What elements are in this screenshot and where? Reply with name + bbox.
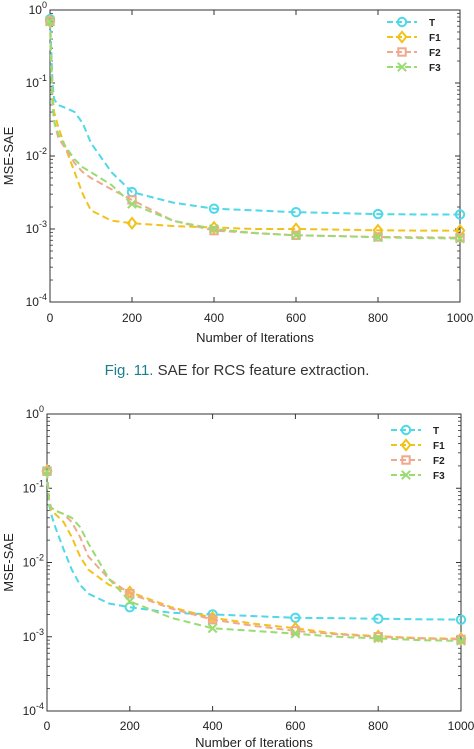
series-line-t xyxy=(46,471,462,621)
caption-text: SAE for RCS feature extraction. xyxy=(157,362,370,379)
y-tick-label: 10-3 xyxy=(26,219,47,236)
legend-marker xyxy=(396,30,408,44)
legend-label: F3 xyxy=(433,471,445,482)
x-tick-label: 1000 xyxy=(448,719,474,733)
x-tick-label: 600 xyxy=(285,719,305,733)
data-point-f3 xyxy=(45,16,55,27)
x-axis-label: Number of Iterations xyxy=(195,735,313,749)
x-tick-label: 600 xyxy=(286,311,306,325)
plot-frame xyxy=(46,413,462,712)
y-tick-label: 10-4 xyxy=(26,292,47,309)
x-tick-label: 800 xyxy=(368,311,388,325)
data-point-f3 xyxy=(455,233,465,244)
chart-top: 100 10-1 10-2 10-3 10-40 200 400 600 800 1000 Numb… xyxy=(1,0,474,345)
legend-marker xyxy=(401,470,411,480)
legend-marker xyxy=(400,438,412,452)
x-tick-label: 0 xyxy=(47,311,54,325)
data-point-t xyxy=(208,203,220,214)
chart-bottom: 100 10-1 10-2 10-3 10-40 200 400 600 800 1000 Numb… xyxy=(1,404,474,749)
x-axis-label: Number of Iterations xyxy=(196,330,314,345)
figure-caption: Fig. 11. SAE for RCS feature extraction. xyxy=(0,362,474,379)
data-point-t xyxy=(373,613,384,624)
y-tick-label: 10-1 xyxy=(23,478,44,495)
legend-label: T xyxy=(429,18,435,29)
legend-marker xyxy=(396,16,408,28)
data-point-f1 xyxy=(454,223,466,238)
legend-label: F2 xyxy=(429,48,441,59)
series-line-f3 xyxy=(46,471,462,642)
data-point-f2 xyxy=(456,634,466,645)
x-tick-label: 200 xyxy=(120,719,140,733)
series-line-t xyxy=(49,19,460,216)
series-f3 xyxy=(45,16,465,244)
data-point-f2 xyxy=(125,589,135,599)
x-tick-label: 200 xyxy=(122,311,142,325)
legend-label: F1 xyxy=(429,33,441,44)
legend: T F1 F2 F3 xyxy=(391,424,445,482)
data-point-t xyxy=(372,208,384,220)
data-point-f3 xyxy=(207,623,218,634)
data-point-f3 xyxy=(291,230,301,241)
data-point-f3 xyxy=(373,232,383,243)
y-axis-label: MSE-SAE xyxy=(1,533,16,592)
data-point-f3 xyxy=(373,633,384,644)
data-point-f3 xyxy=(124,596,135,607)
y-tick-label: 10-2 xyxy=(23,553,44,570)
data-point-f3 xyxy=(209,224,219,234)
data-point-f3 xyxy=(127,199,137,209)
data-point-f3 xyxy=(456,635,466,646)
y-tick-label: 10-1 xyxy=(26,73,47,90)
y-axis-label: MSE-SAE xyxy=(1,126,16,185)
legend-marker xyxy=(397,62,407,72)
series-t xyxy=(41,465,467,625)
legend-label: F2 xyxy=(433,456,445,467)
series-line-f2 xyxy=(46,471,462,641)
data-point-f2 xyxy=(207,614,218,625)
data-point-f2 xyxy=(209,225,219,236)
legend: T F1 F2 F3 xyxy=(387,16,441,74)
y-tick-label: 10-2 xyxy=(26,146,47,163)
data-point-f3 xyxy=(42,466,52,477)
series-f1 xyxy=(41,464,467,646)
legend-marker xyxy=(400,424,412,436)
series-f3 xyxy=(42,466,466,646)
data-point-t xyxy=(454,209,466,220)
x-tick-label: 1000 xyxy=(447,311,474,325)
y-tick-label: 100 xyxy=(29,0,47,17)
y-tick-label: 100 xyxy=(26,404,44,421)
legend-marker xyxy=(401,455,411,465)
data-point-t xyxy=(124,602,136,613)
x-tick-label: 800 xyxy=(368,719,388,733)
figure-number: Fig. 11. xyxy=(104,362,154,379)
series-line-f3 xyxy=(49,21,461,240)
y-tick-label: 10-3 xyxy=(23,627,44,644)
legend-marker xyxy=(397,47,407,57)
legend-label: F3 xyxy=(429,63,441,74)
data-point-f3 xyxy=(290,628,301,639)
y-tick-label: 10-4 xyxy=(23,701,44,718)
data-point-t xyxy=(290,206,302,218)
legend-label: T xyxy=(433,426,439,437)
x-tick-label: 400 xyxy=(204,311,224,325)
legend-label: F1 xyxy=(433,441,445,452)
data-point-f2 xyxy=(373,632,383,642)
x-tick-label: 400 xyxy=(203,719,223,733)
x-tick-label: 0 xyxy=(44,719,51,733)
data-point-f1 xyxy=(372,223,384,238)
series-line-f1 xyxy=(46,471,462,640)
data-point-t xyxy=(455,614,467,625)
data-point-f1 xyxy=(126,216,138,231)
